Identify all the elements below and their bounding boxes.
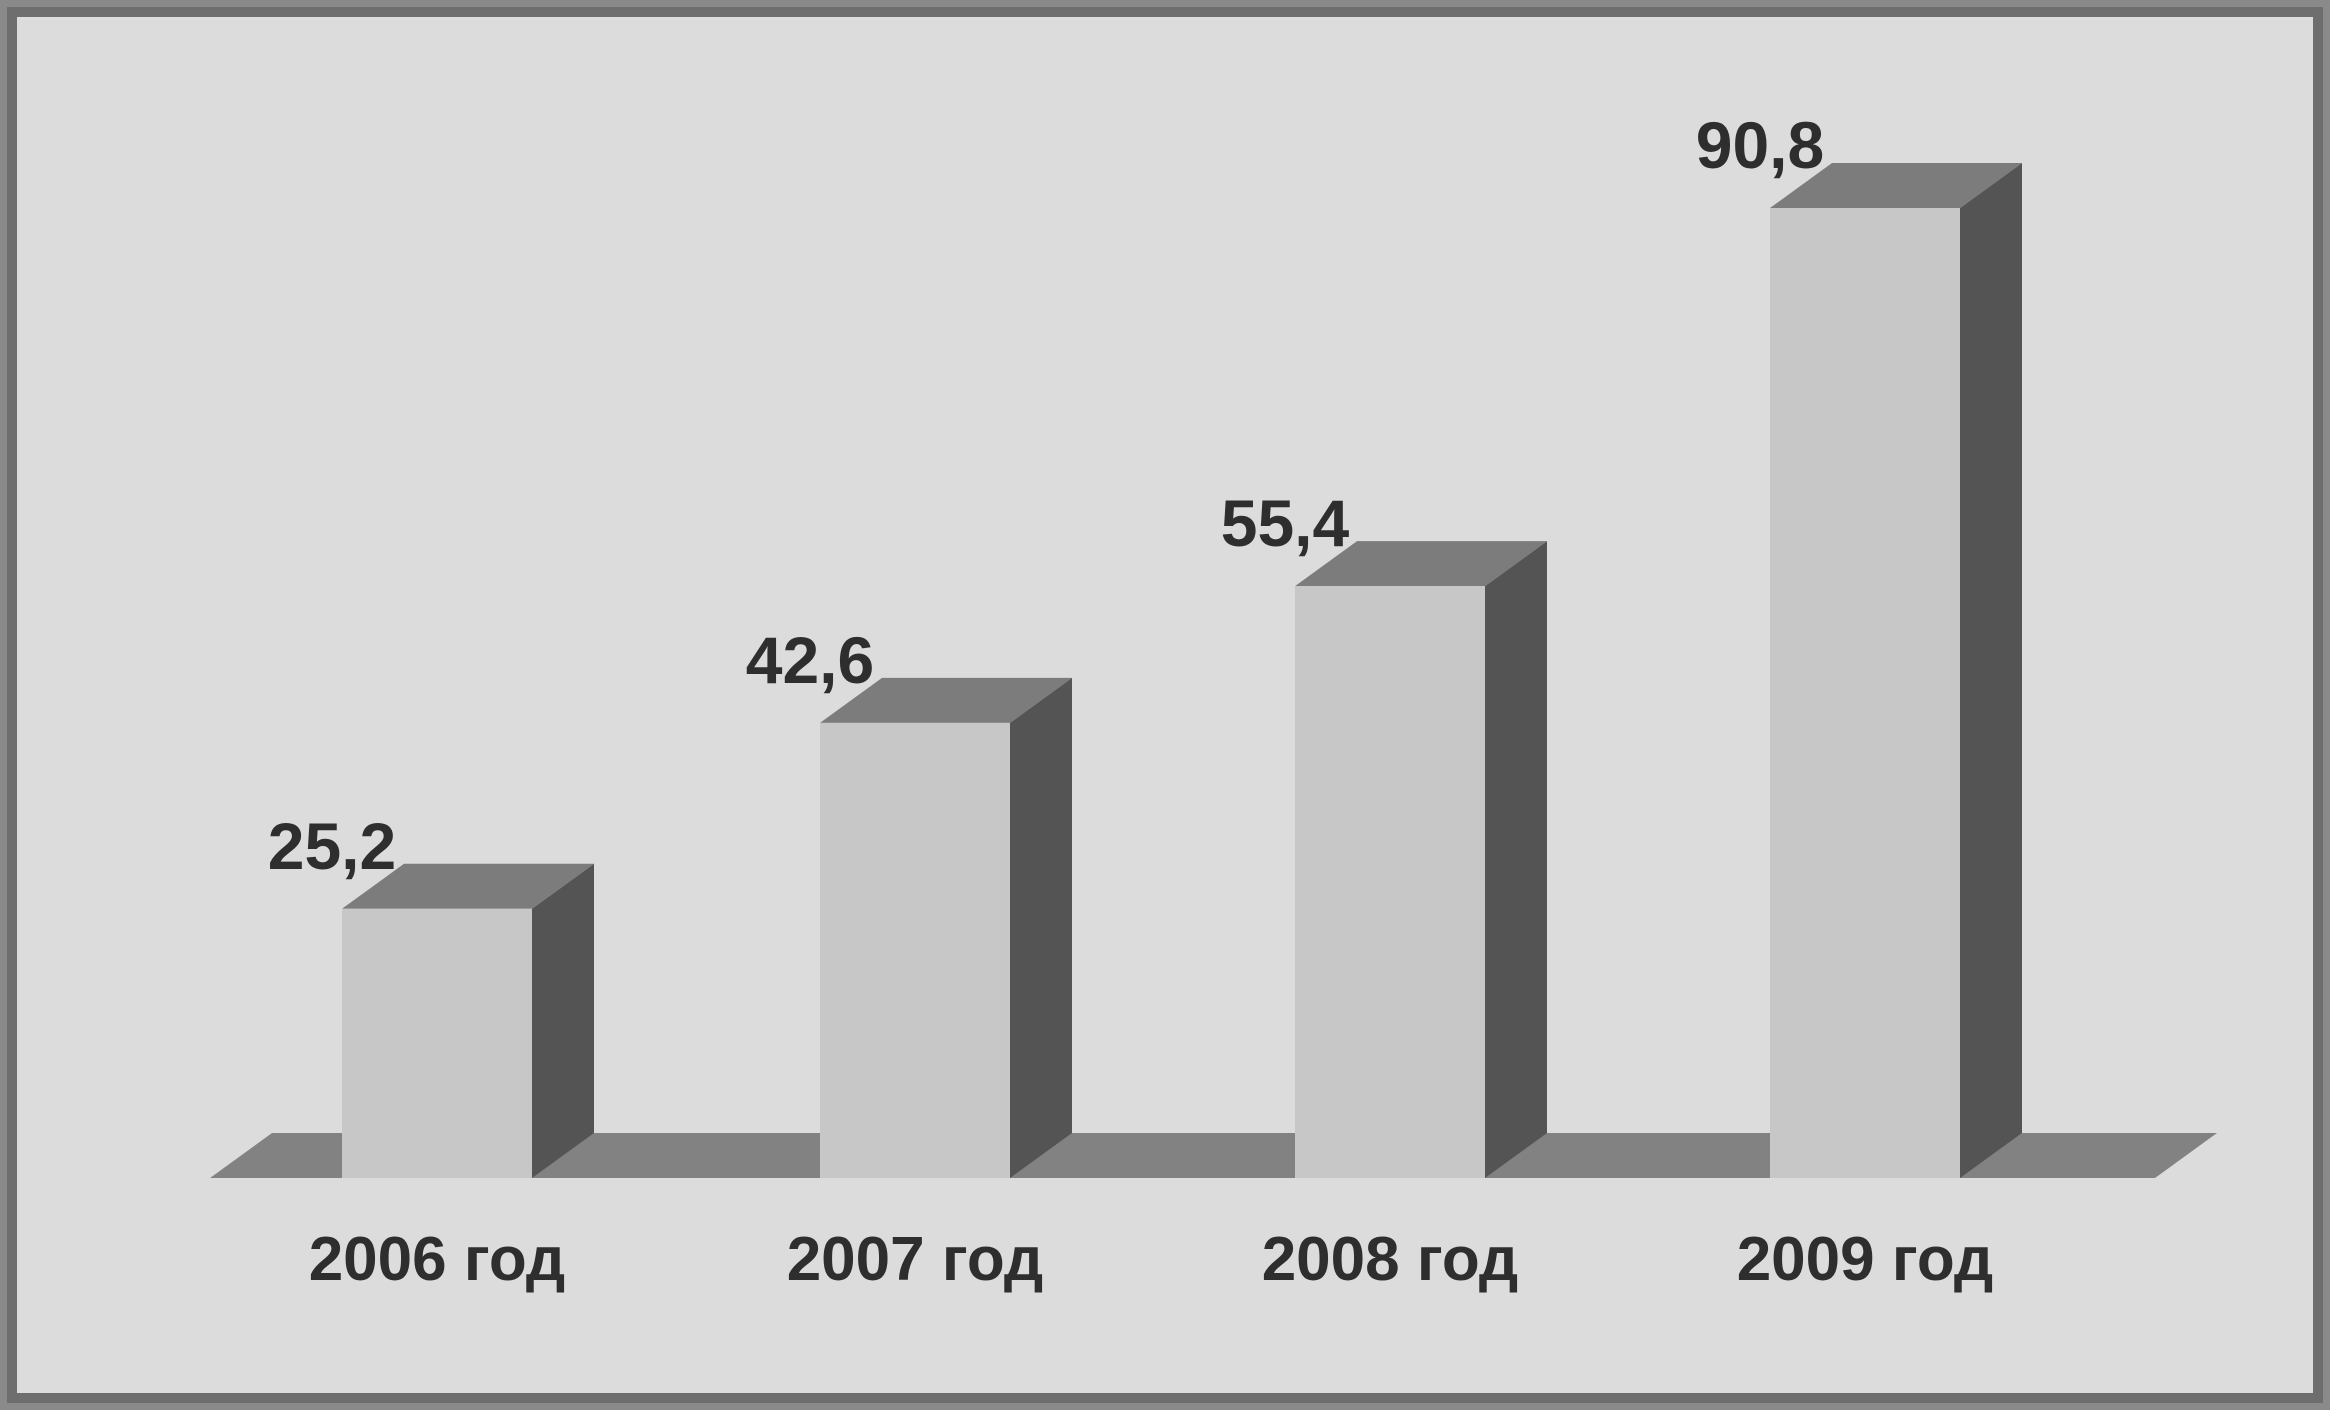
value-label: 25,2: [268, 809, 396, 883]
category-label: 2008 год: [1262, 1225, 1519, 1294]
value-labels: 25,2 42,6 55,4 90,8: [268, 108, 1824, 883]
bar-side-face: [1960, 163, 2022, 1178]
category-label: 2006 год: [309, 1225, 566, 1294]
bar-2007: [820, 677, 1072, 1178]
bar-top-face: [342, 863, 594, 909]
bar-front-face: [820, 722, 1010, 1178]
bar-front-face: [1770, 208, 1960, 1178]
bar-top-face: [1770, 163, 2022, 208]
bar-2008: [1295, 541, 1547, 1178]
value-label: 42,6: [746, 623, 874, 697]
bar-top-face: [820, 677, 1072, 723]
bar-2009: [1770, 163, 2022, 1178]
floor-strip: [210, 1133, 2217, 1178]
bar-side-face: [1010, 677, 1072, 1178]
bars: [342, 163, 2022, 1178]
bar-front-face: [1295, 586, 1485, 1178]
bar-side-face: [1485, 541, 1547, 1178]
category-labels: 2006 год 2007 год 2008 год 2009 год: [309, 1225, 1994, 1294]
chart-floor: [210, 1133, 2217, 1178]
bar-front-face: [342, 908, 532, 1178]
bar-top-face: [1295, 541, 1547, 587]
bar-2006: [342, 863, 594, 1178]
value-label: 90,8: [1696, 108, 1824, 182]
bar-side-face: [532, 863, 594, 1178]
category-label: 2007 год: [787, 1225, 1044, 1294]
category-label: 2009 год: [1737, 1225, 1994, 1294]
value-label: 55,4: [1221, 486, 1350, 560]
